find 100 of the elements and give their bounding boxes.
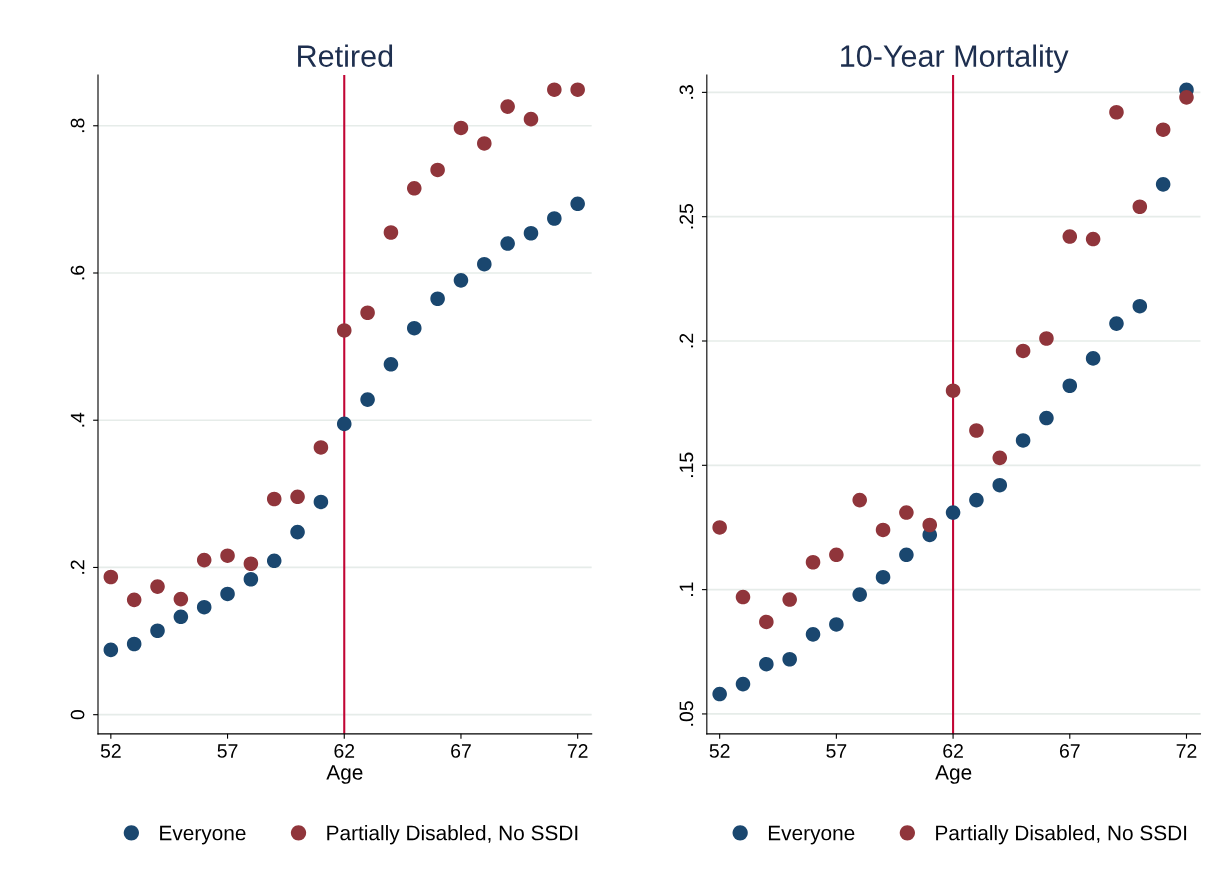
point (173, 609, 189, 625)
point (805, 554, 821, 570)
point (103, 569, 119, 585)
point (1085, 231, 1101, 247)
point (477, 256, 492, 272)
point (360, 392, 375, 407)
point (336, 323, 352, 338)
chart-title: 10-Year Mortality (841, 44, 1069, 73)
point (313, 494, 329, 510)
chart-title: Retired (298, 44, 393, 67)
x-tick-label: 67 (451, 744, 471, 758)
point (1132, 199, 1148, 215)
y-tick-label: .6 (70, 265, 85, 280)
x-axis-title: Age (326, 765, 363, 784)
point (570, 82, 585, 97)
point (266, 491, 282, 507)
point (453, 273, 469, 288)
point (523, 225, 539, 241)
point (712, 520, 727, 535)
point (1085, 351, 1101, 366)
point (759, 656, 774, 672)
point (1015, 343, 1031, 359)
point (805, 627, 821, 642)
point (1179, 90, 1194, 105)
y-tick-label: 0 (70, 710, 85, 720)
point (945, 505, 961, 520)
point (735, 676, 751, 692)
point (243, 571, 259, 587)
point (500, 236, 515, 251)
point (1155, 122, 1171, 137)
x-tick-label: 72 (1176, 744, 1197, 758)
point (150, 579, 165, 594)
x-tick-label: 72 (567, 744, 588, 758)
point (829, 547, 844, 563)
y-tick-label: .8 (70, 118, 85, 133)
point (196, 599, 212, 615)
y-tick-label: .05 (679, 701, 694, 726)
point (1015, 433, 1031, 448)
point (875, 522, 891, 538)
y-tick-label: .2 (70, 560, 85, 574)
point (992, 477, 1008, 493)
point (290, 524, 305, 540)
x-tick-label: 57 (217, 744, 238, 758)
point (992, 450, 1008, 466)
y-tick-label: .15 (679, 452, 694, 478)
point (383, 356, 399, 372)
point (735, 589, 751, 605)
point (313, 440, 329, 455)
point (173, 591, 189, 607)
point (1109, 316, 1124, 331)
x-tick-label: 62 (334, 744, 355, 758)
point (500, 99, 515, 114)
point (945, 383, 961, 399)
point (266, 553, 282, 569)
point (477, 136, 492, 151)
point (969, 423, 984, 438)
point (1062, 229, 1078, 244)
point (1039, 331, 1054, 346)
point (899, 505, 914, 520)
point (220, 548, 235, 563)
x-tick-label: 62 (943, 744, 963, 758)
legend-label: Everyone (768, 825, 855, 845)
point (1062, 378, 1078, 394)
legend-label: Partially Disabled, No SSDI (936, 825, 1187, 845)
point (523, 111, 539, 127)
y-tick-label: .4 (70, 412, 85, 427)
y-tick-label: .3 (679, 85, 694, 99)
legend-label: Everyone (160, 825, 246, 845)
point (336, 416, 352, 432)
point (875, 569, 891, 585)
point (759, 614, 774, 630)
point (430, 162, 445, 178)
x-tick-label: 52 (100, 744, 121, 758)
point (712, 686, 727, 702)
point (126, 636, 142, 652)
point (547, 211, 562, 226)
point (290, 489, 305, 505)
point (430, 291, 445, 307)
point (1109, 104, 1124, 120)
point (453, 120, 469, 136)
y-tick-label: .25 (679, 203, 694, 229)
point (852, 492, 867, 508)
point (196, 552, 212, 568)
point (570, 196, 585, 212)
x-tick-label: 57 (826, 744, 847, 758)
point (220, 586, 235, 602)
point (360, 305, 375, 321)
x-tick-label: 52 (709, 744, 730, 758)
point (150, 623, 165, 639)
point (782, 651, 797, 667)
y-tick-label: .1 (679, 582, 694, 596)
point (126, 592, 142, 608)
point (899, 547, 914, 563)
point (103, 642, 119, 658)
x-tick-label: 67 (1059, 744, 1080, 758)
point (829, 617, 844, 632)
legend-label: Partially Disabled, No SSDI (327, 825, 578, 845)
x-axis-title: Age (935, 765, 972, 784)
point (969, 492, 984, 508)
point (922, 517, 938, 533)
